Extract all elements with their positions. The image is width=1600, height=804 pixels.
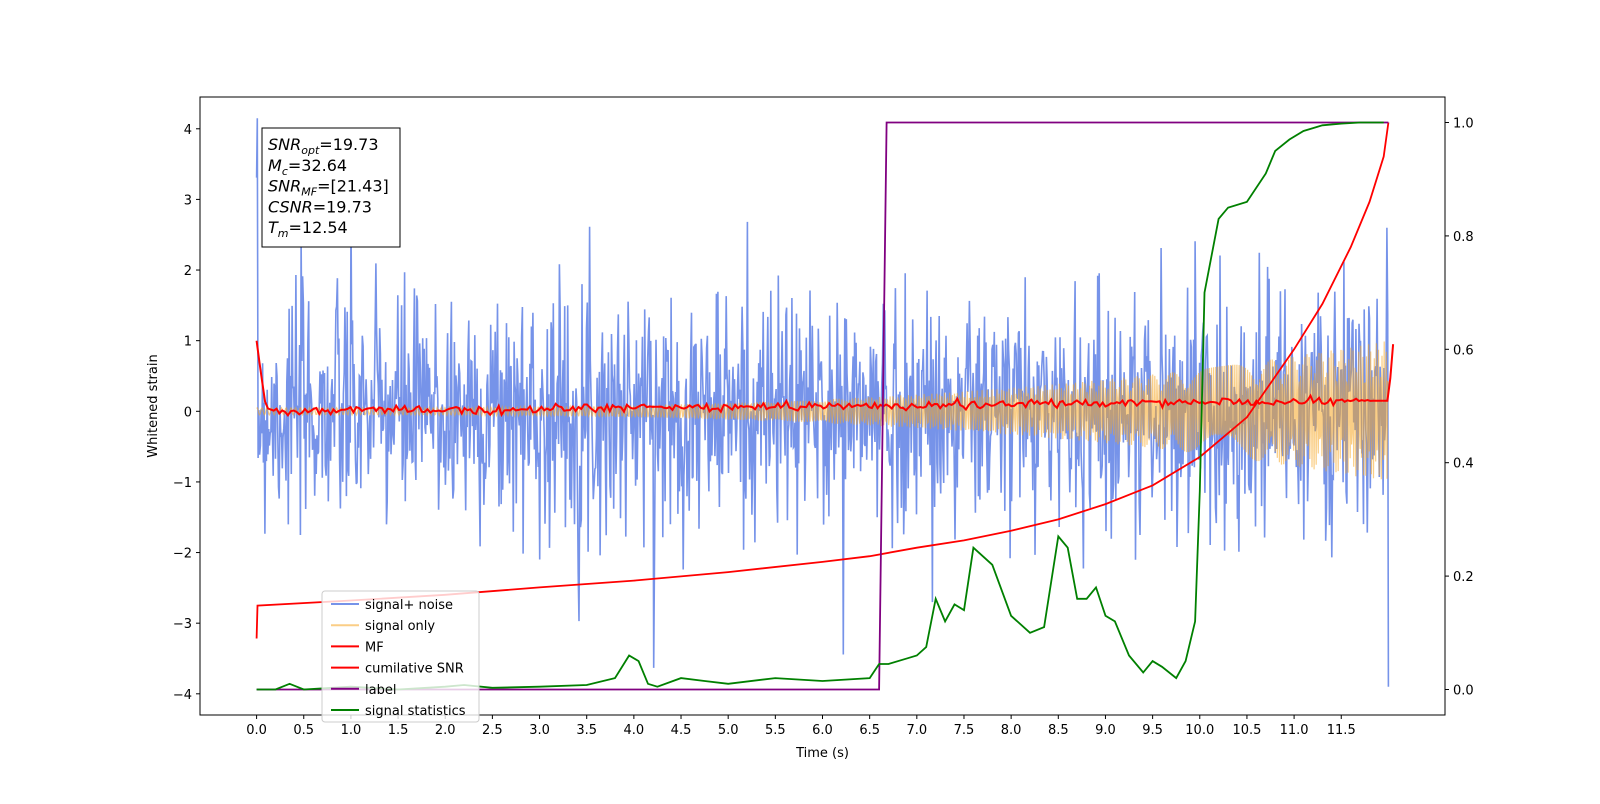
x-tick-label: 7.5 [954, 723, 975, 738]
series-mf-line [255, 340, 1395, 418]
legend-label-signal-noise: signal+ noise [365, 598, 453, 613]
stats-annotation-symbol: SNR [268, 135, 301, 154]
x-tick-label: 9.5 [1142, 723, 1163, 738]
x-tick-label: 11.5 [1327, 723, 1356, 738]
x-tick-label: 5.5 [765, 723, 786, 738]
x-tick-label: 8.5 [1048, 723, 1069, 738]
series-signal-only-line [256, 341, 1389, 480]
y-tick-label: −3 [173, 617, 192, 632]
stats-annotation-symbol: SNR [268, 177, 301, 196]
stats-annotation-subscript: c [282, 165, 288, 178]
y-tick-label: −4 [173, 688, 192, 703]
stats-annotation-subscript: m [278, 227, 289, 240]
stats-annotation-line: Tm=12.54 [268, 218, 348, 240]
stats-annotation-symbol: CSNR [268, 197, 313, 216]
y2-axis-ticks: 0.0 0.2 0.4 0.6 0.8 1.0 [1445, 117, 1474, 698]
x-tick-label: 10.5 [1232, 723, 1261, 738]
stats-annotation-symbol: T [268, 218, 279, 237]
stats-annotation-box: SNRopt=19.73Mc=32.64SNRMF=[21.43]CSNR=19… [261, 127, 401, 248]
stats-annotation-line: SNRMF=[21.43] [268, 177, 389, 199]
legend-label-label: label [365, 683, 396, 698]
y-axis-title: Whitened strain [146, 354, 161, 457]
x-tick-label: 0.5 [293, 723, 314, 738]
y-tick-label: 4 [184, 123, 192, 138]
stats-annotation-symbol: M [268, 156, 282, 175]
x-tick-label: 0.0 [246, 723, 267, 738]
y2-tick-label: 0.0 [1453, 683, 1474, 698]
stats-annotation-value: =12.54 [289, 218, 348, 237]
stats-annotation-subscript: opt [301, 144, 320, 157]
x-tick-label: 4.0 [624, 723, 645, 738]
x-tick-label: 7.0 [906, 723, 927, 738]
x-axis-title: Time (s) [795, 746, 849, 761]
x-tick-label: 2.0 [435, 723, 456, 738]
stats-annotation-frame [261, 127, 401, 248]
stats-annotation-value: =[21.43] [317, 177, 389, 196]
stats-annotation-subscript: MF [301, 186, 317, 199]
x-tick-label: 10.0 [1185, 723, 1214, 738]
y-tick-label: −1 [173, 476, 192, 491]
x-tick-label: 8.0 [1001, 723, 1022, 738]
legend-label-signal-only: signal only [365, 619, 435, 634]
x-tick-label: 2.5 [482, 723, 503, 738]
x-tick-label: 5.0 [718, 723, 739, 738]
y2-tick-label: 0.6 [1453, 343, 1474, 358]
x-tick-label: 4.5 [671, 723, 692, 738]
y2-tick-label: 0.2 [1453, 570, 1474, 585]
x-tick-label: 9.0 [1095, 723, 1116, 738]
y2-tick-label: 0.8 [1453, 230, 1474, 245]
x-axis-ticks: 0.0 0.5 1.0 1.5 2.0 2.5 3.0 3.5 4.0 4.5 5.0 5.5 6.0 6… [246, 715, 1356, 738]
legend-frame [321, 590, 480, 723]
stats-annotation-value: =32.64 [288, 156, 347, 175]
y-tick-label: 3 [184, 193, 192, 208]
legend-label-mf: MF [365, 640, 384, 655]
x-tick-label: 11.0 [1280, 723, 1309, 738]
x-tick-label: 1.5 [388, 723, 409, 738]
series-label-line [256, 121, 1389, 691]
stats-annotation-line: SNRopt=19.73 [268, 135, 379, 157]
stats-annotation-line: Mc=32.64 [268, 156, 347, 178]
y2-tick-label: 0.4 [1453, 457, 1474, 472]
x-tick-label: 1.0 [341, 723, 362, 738]
x-tick-label: 6.0 [812, 723, 833, 738]
y-tick-label: −2 [173, 547, 192, 562]
stats-annotation-value: =19.73 [313, 197, 372, 216]
y-tick-label: 0 [184, 405, 192, 420]
series-cumilative-snr-line [255, 122, 1390, 639]
legend-label-cumilative-snr: cumilative SNR [365, 662, 464, 677]
legend: signal+ noise signal only MF cumilative SNR… [321, 590, 480, 723]
y-axis-ticks: −4 −3 −2 −1 0 1 2 3 4 [173, 123, 200, 703]
series-signal-statistics-line [256, 121, 1384, 691]
x-tick-label: 6.5 [859, 723, 880, 738]
y-tick-label: 1 [184, 335, 192, 350]
x-tick-label: 3.5 [576, 723, 597, 738]
y2-tick-label: 1.0 [1453, 117, 1474, 132]
x-tick-label: 3.0 [529, 723, 550, 738]
stats-annotation-value: =19.73 [319, 135, 378, 154]
legend-label-signal-statistics: signal statistics [365, 704, 466, 719]
y-tick-label: 2 [184, 264, 192, 279]
plot-series [255, 118, 1395, 691]
stats-annotation-line: CSNR=19.73 [268, 197, 372, 216]
